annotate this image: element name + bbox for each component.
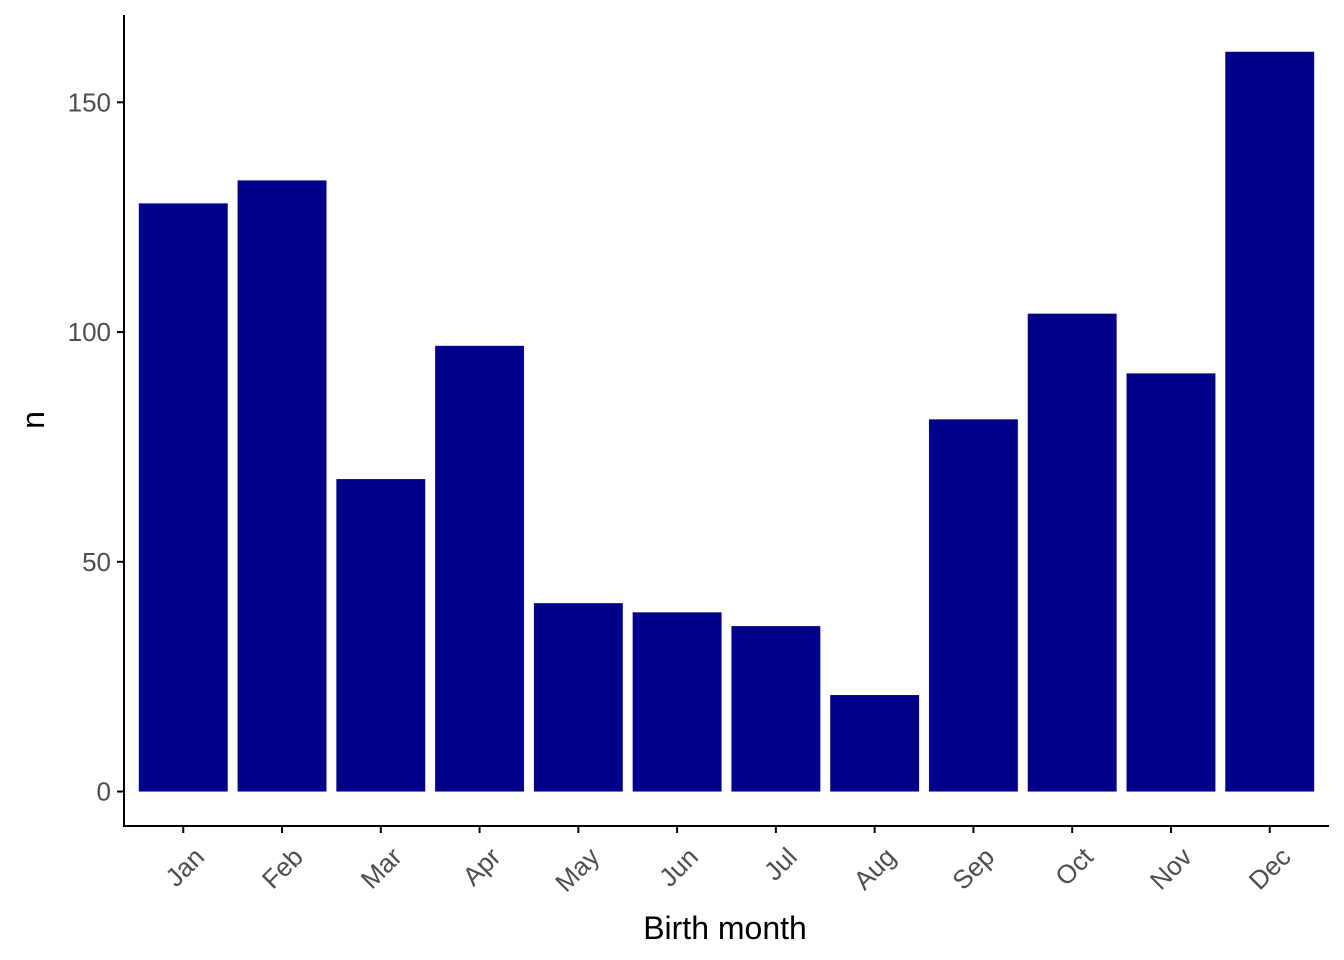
y-tick-label: 100 <box>68 317 111 347</box>
bar-sep <box>928 419 1018 792</box>
x-tick-label-nov: Nov <box>1144 842 1198 896</box>
x-tick-label-oct: Oct <box>1049 841 1099 891</box>
y-axis-title: n <box>15 411 51 429</box>
x-tick-label-sep: Sep <box>946 842 1000 896</box>
bar-jul <box>731 626 821 792</box>
bar-aug <box>830 695 920 792</box>
x-tick-label-jan: Jan <box>159 842 210 893</box>
x-tick-label-feb: Feb <box>256 842 309 895</box>
axes-layer <box>123 15 1329 827</box>
x-tick-label-may: May <box>549 842 605 898</box>
y-tick-label: 0 <box>97 777 111 807</box>
x-tick-label-aug: Aug <box>848 842 902 896</box>
x-ticks-layer: Jan Feb Mar Apr May Jun Jul Aug Sep Oct Nov Dec <box>159 826 1297 898</box>
bar-dec <box>1225 51 1315 792</box>
x-tick-label-mar: Mar <box>355 841 408 894</box>
x-tick-label-jun: Jun <box>653 842 704 893</box>
y-tick-label: 150 <box>68 87 111 117</box>
y-tick-label: 50 <box>82 547 111 577</box>
bar-jan <box>138 203 228 792</box>
bar-may <box>533 603 623 792</box>
bar-feb <box>237 180 327 792</box>
x-axis-title: Birth month <box>643 910 807 946</box>
x-tick-label-apr: Apr <box>457 841 507 891</box>
bar-mar <box>336 479 426 792</box>
bars-layer <box>138 51 1315 792</box>
bar-jun <box>632 612 722 792</box>
x-tick-label-dec: Dec <box>1243 842 1297 896</box>
bar-apr <box>435 345 525 792</box>
y-ticks-layer: 0 50 100 150 <box>68 87 124 807</box>
bar-oct <box>1027 313 1117 792</box>
x-tick-label-jul: Jul <box>758 842 803 887</box>
bar-nov <box>1126 373 1216 792</box>
